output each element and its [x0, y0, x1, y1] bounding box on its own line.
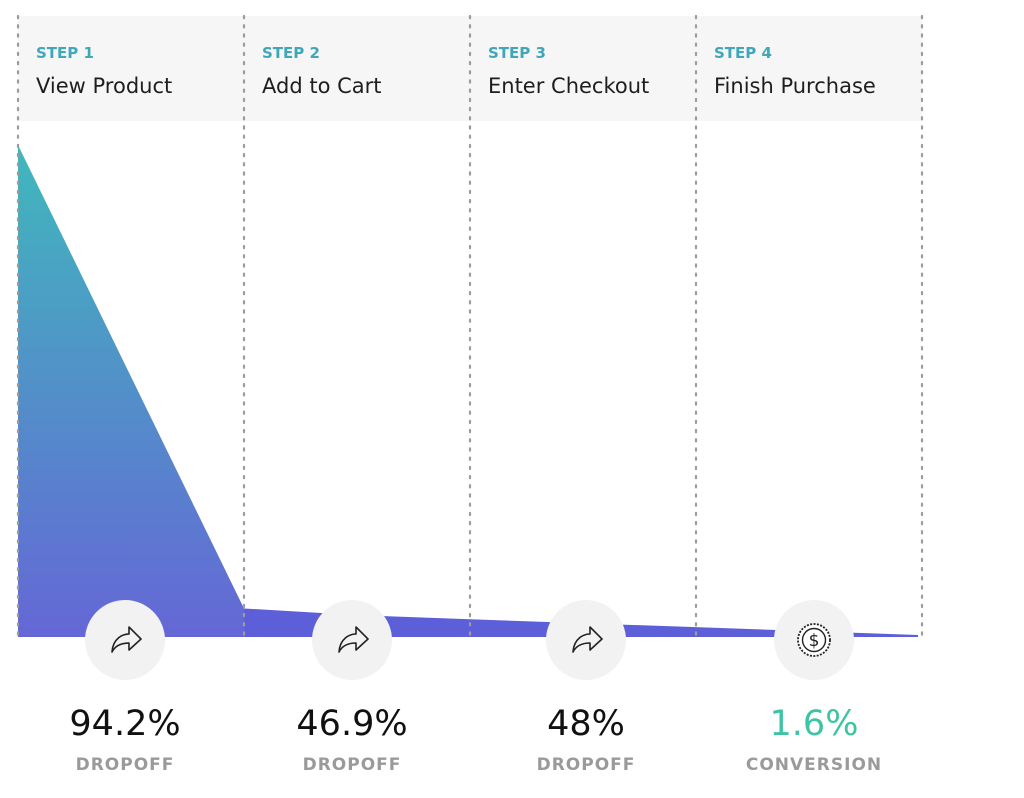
metric-label: CONVERSION	[746, 755, 882, 775]
metric-value: 46.9%	[296, 704, 407, 744]
step-name: Add to Cart	[262, 74, 382, 98]
share-arrow-icon	[572, 626, 603, 653]
step-label: STEP 1	[36, 44, 94, 62]
share-arrow-icon	[338, 626, 369, 653]
share-arrow-shape	[338, 626, 369, 653]
dollar-coin-icon: $	[797, 623, 831, 657]
step-label: STEP 3	[488, 44, 546, 62]
dollar-glyph: $	[809, 631, 820, 651]
icon-circle	[312, 600, 392, 680]
metric-label: DROPOFF	[537, 755, 636, 775]
step-name: Enter Checkout	[488, 74, 649, 98]
metric-label: DROPOFF	[76, 755, 175, 775]
step-header-bg	[470, 16, 696, 121]
metric-label: DROPOFF	[303, 755, 402, 775]
step-name: Finish Purchase	[714, 74, 876, 98]
coin-face	[801, 627, 827, 653]
step-label: STEP 2	[262, 44, 320, 62]
share-arrow-shape	[572, 626, 603, 653]
metric-value: 94.2%	[69, 704, 180, 744]
metric-value: 48%	[547, 704, 625, 744]
step-header-bg	[18, 16, 244, 121]
funnel-area-tail	[244, 608, 918, 637]
funnel-area-step-1	[18, 145, 244, 637]
step-name: View Product	[36, 74, 172, 98]
step-header-bg	[244, 16, 470, 121]
share-arrow-shape	[111, 626, 142, 653]
share-arrow-icon	[111, 626, 142, 653]
metric-value: 1.6%	[770, 704, 859, 744]
icon-circle	[546, 600, 626, 680]
step-header-bg	[696, 16, 922, 121]
step-label: STEP 4	[714, 44, 772, 62]
icon-circle	[85, 600, 165, 680]
